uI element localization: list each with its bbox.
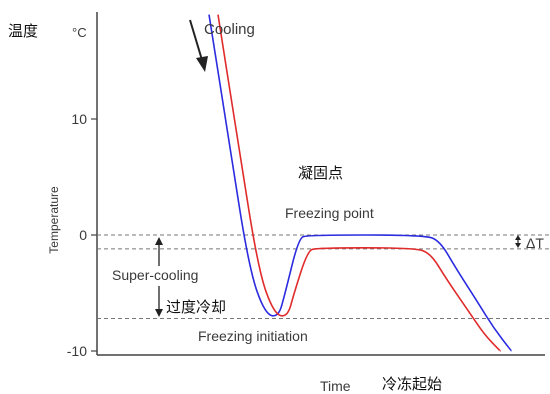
red-curve-line <box>217 14 502 352</box>
chinese-supercooling-label: 过度冷却 <box>166 298 226 316</box>
super-cooling-label: Super-cooling <box>112 267 198 283</box>
x-axis-label: Time <box>320 378 351 394</box>
delta-t-arrowhead-down <box>515 243 521 248</box>
series-layer <box>208 14 513 352</box>
delta-t-arrowhead-up <box>515 235 521 240</box>
y-tick-label: -10 <box>67 343 87 359</box>
freezing-point-label: Freezing point <box>285 205 374 221</box>
cooling-label: Cooling <box>204 21 255 38</box>
y-tick-label: 10 <box>71 111 87 127</box>
delta-t-label: ΔT <box>526 235 544 251</box>
blue-curve-line <box>208 14 513 352</box>
cooling-arrow-head <box>196 56 208 72</box>
cooling-arrow-shaft <box>189 19 203 61</box>
y-ticks: 10 0 -10 <box>67 111 97 359</box>
chinese-freezing-start-label: 冷冻起始 <box>382 375 442 393</box>
y-tick-label: 0 <box>79 227 87 243</box>
freezing-initiation-label: Freezing initiation <box>198 328 308 344</box>
super-cooling-arrowhead-down <box>155 309 163 317</box>
chinese-freezing-point-label: 凝固点 <box>298 164 343 182</box>
unit-label: °C <box>72 25 87 40</box>
y-axis-label: Temperature <box>47 186 61 254</box>
super-cooling-arrowhead-up <box>155 237 163 245</box>
chinese-temperature-label: 温度 <box>8 22 38 40</box>
